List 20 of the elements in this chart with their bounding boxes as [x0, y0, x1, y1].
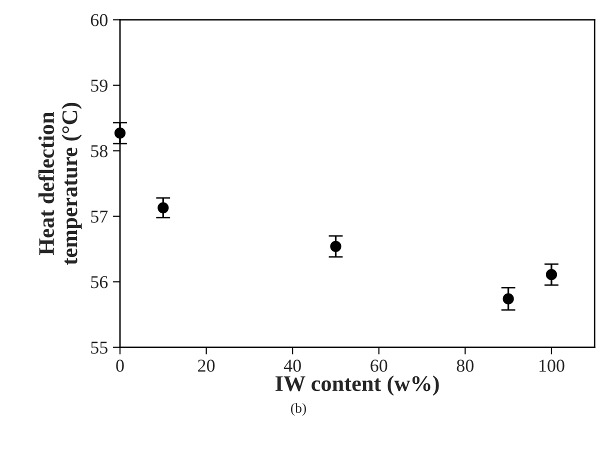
y-tick-label: 55	[91, 342, 108, 354]
point	[158, 202, 169, 214]
text: (b)	[291, 403, 306, 416]
y-tick-label: 58	[91, 145, 108, 158]
x-tick-label: 20	[198, 360, 215, 372]
point	[330, 240, 342, 252]
y-tick-label: 56	[91, 276, 108, 288]
x-tick-label: 100	[540, 360, 564, 372]
x-tick-label: 60	[370, 360, 388, 372]
x-tick-label: 40	[284, 360, 301, 372]
y-tick-label: 57	[91, 210, 108, 223]
y-tick-label: 60	[90, 14, 108, 26]
y-tick-label: 59	[91, 80, 108, 92]
point	[502, 293, 514, 304]
x-axis-title: IW content (w%)	[276, 375, 439, 396]
y-axis-title: Heat deflection temperature (°C)	[38, 102, 82, 265]
point	[114, 128, 126, 139]
x-tick-label: 80	[456, 360, 474, 372]
point	[546, 269, 558, 280]
x-tick-label: 0	[116, 360, 124, 372]
